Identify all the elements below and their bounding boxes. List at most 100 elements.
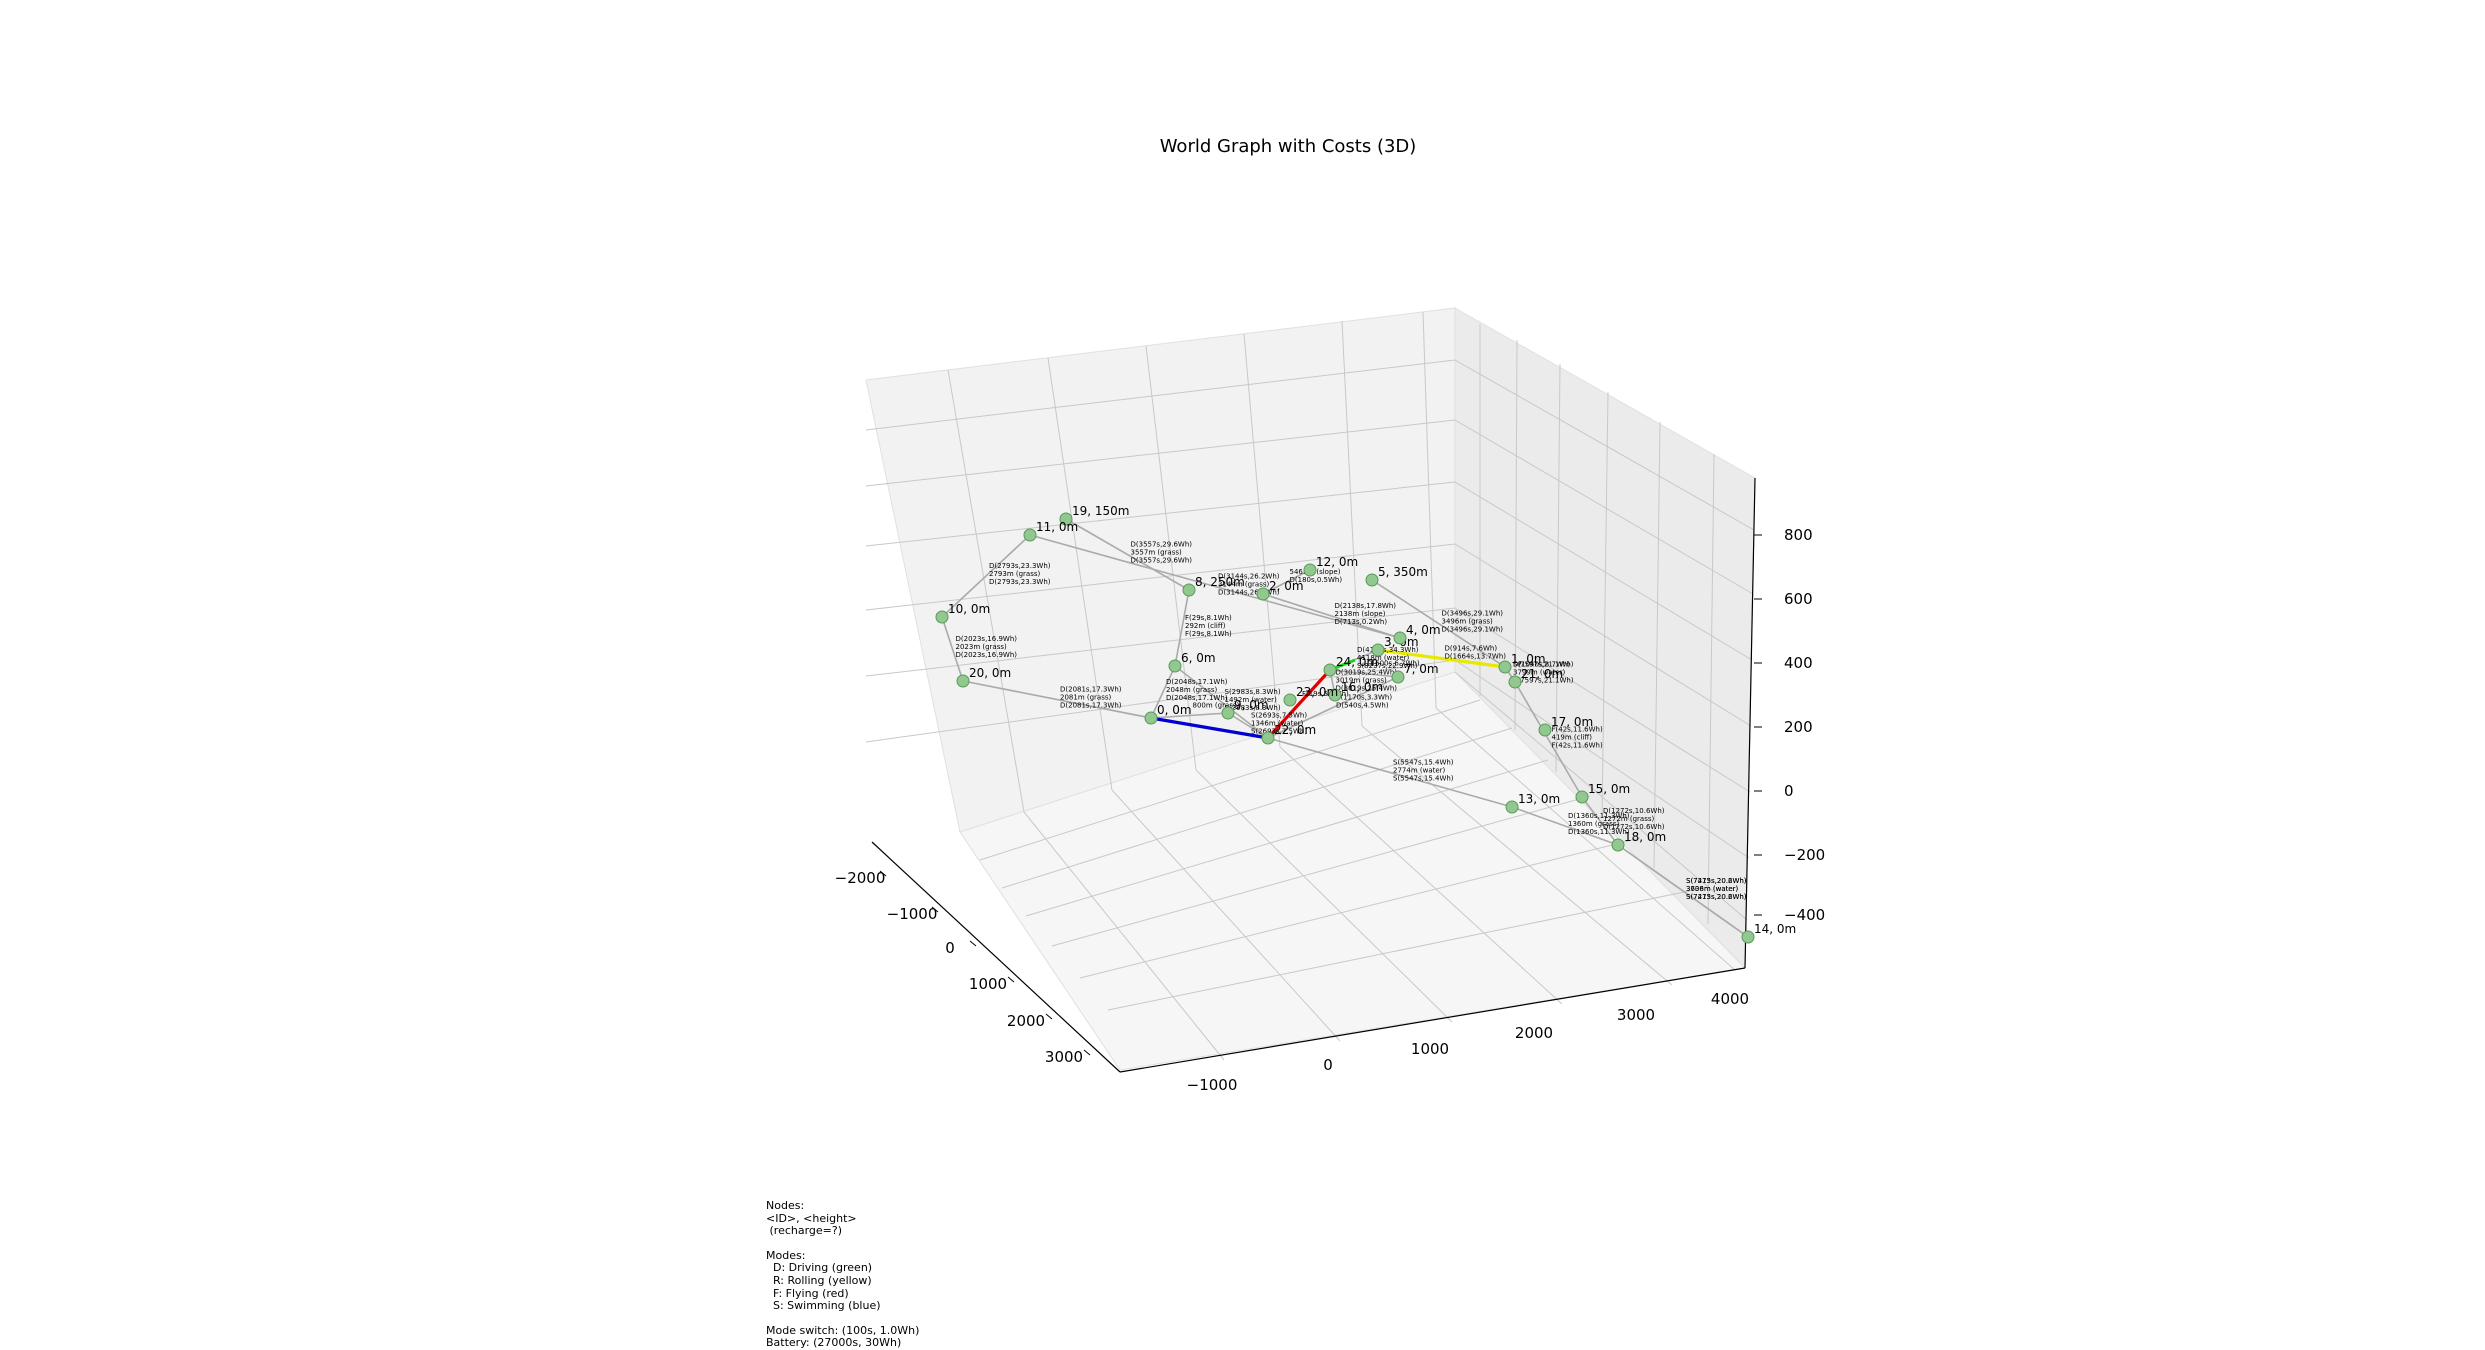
- edge-cost-line: D(1664s,13.7Wh): [1445, 653, 1507, 661]
- node-label: 2, 0m: [1269, 579, 1304, 593]
- edge-cost-line: S(8237s,22.9Wh): [1357, 662, 1418, 670]
- node-marker: [935, 610, 949, 624]
- edge-cost-line: D(2023s,16.9Wh): [956, 635, 1018, 643]
- edge-cost-line: S(7597s,21.1Wh): [1513, 677, 1574, 685]
- grid-line: [1361, 725, 1673, 986]
- edge-line: [1267, 676, 1399, 739]
- edge-cost-line: S(2693s,7.5Wh): [1251, 712, 1307, 720]
- node-label: 4, 0m: [1406, 623, 1441, 637]
- grid-line: [979, 699, 1481, 861]
- grid-line: [1601, 391, 1609, 819]
- edge-cost-label: D(600s,6.7Wh): [1367, 660, 1420, 668]
- edge-cost-label: S(5547s,15.4Wh) 2774m (water) S(5547s,15.4…: [1393, 759, 1454, 783]
- node-marker: [956, 674, 970, 688]
- edge-cost-line: S(7597s,21.1Wh): [1513, 661, 1574, 669]
- edge-line: [941, 616, 964, 682]
- edge-cost-label: D(2793s,23.3Wh) 2793m (grass) D(2793s,23.3…: [989, 562, 1051, 586]
- edge-cost-line: F(42s,11.6Wh): [1552, 726, 1603, 734]
- node-label: 8, 250m: [1195, 575, 1245, 589]
- node-marker: [1261, 731, 1275, 745]
- grid-line: [1454, 543, 1752, 727]
- edge-cost-label: D(2023s,16.9Wh) 2023m (grass) D(2023s,16.9…: [956, 635, 1018, 659]
- edge-cost-line: D(2793s,23.3Wh): [989, 562, 1051, 570]
- edge-cost-line: D(3557s,29.6Wh): [1131, 557, 1193, 565]
- node-marker: [1498, 660, 1512, 674]
- z-axis-line: [1744, 477, 1756, 969]
- node-label: 23, 0m: [1296, 685, 1338, 699]
- edge-line: [1227, 712, 1269, 739]
- node-marker: [1611, 838, 1625, 852]
- grid-line: [865, 481, 1456, 547]
- edge-line: [1371, 579, 1506, 668]
- node-label: 20, 0m: [969, 666, 1011, 680]
- edge-cost-line: F(29s,8.1Wh): [1185, 614, 1232, 622]
- edge-cost-line: D(3144s,26.2Wh): [1218, 589, 1280, 597]
- edge-cost-line: 3144m (grass): [1218, 581, 1269, 589]
- edge-cost-line: D(1040s,8.7Wh): [1513, 661, 1570, 669]
- edge-cost-line: D(3144s,26.2Wh): [1218, 573, 1280, 581]
- node-marker: [1323, 663, 1337, 677]
- edge-line: [1262, 569, 1311, 595]
- edge-cost-line: S(7415s,20.6Wh): [1686, 877, 1747, 885]
- node-marker: [1371, 643, 1385, 657]
- edge-cost-line: 3636m (water): [1686, 885, 1739, 893]
- edge-cost-line: D(180s,0.5Wh): [1290, 576, 1343, 584]
- node-marker: [1741, 930, 1755, 944]
- grid-line: [1243, 333, 1281, 748]
- edge-cost-line: D(1272s,10.6Wh): [1603, 807, 1665, 815]
- edge-cost-label: D(3019s,25.4Wh) 3019m (grass) D(3019s,25.4…: [1336, 669, 1398, 693]
- x-tick-label: −1000: [887, 905, 938, 923]
- edge-cost-line: 3496m (grass): [1442, 618, 1493, 626]
- grid-line: [1025, 759, 1549, 917]
- axis-lines: [871, 477, 1756, 1073]
- z-tick-label: 400: [1784, 654, 1813, 672]
- edge-line: [1150, 665, 1176, 719]
- edge-cost-label: D(1040s,8.7Wh): [1513, 661, 1570, 669]
- node-label: 22, 0m: [1274, 723, 1316, 737]
- edge-cost-line: D(3496s,29.1Wh): [1442, 626, 1504, 634]
- edge-cost-line: 292m (cliff): [1185, 622, 1226, 630]
- edge-cost-line: D(3019s,25.4Wh): [1336, 685, 1398, 693]
- node-label: 15, 0m: [1588, 782, 1630, 796]
- edge-line: [1266, 668, 1332, 740]
- edge-cost-line: D(3557s,29.6Wh): [1131, 541, 1193, 549]
- node-marker: [1391, 670, 1405, 684]
- edge-cost-line: S(5547s,15.4Wh): [1393, 759, 1454, 767]
- grid-line: [1454, 419, 1754, 595]
- x-tick-mark: [1083, 1049, 1091, 1056]
- edge-cost-line: D(3019s,25.4Wh): [1336, 669, 1398, 677]
- edge-cost-line: S(7273s,20.2Wh): [1686, 877, 1747, 885]
- edge-labels: D(2793s,23.3Wh) 2793m (grass) D(2793s,23.3…: [956, 541, 1747, 902]
- edge-cost-label: S(7597s,21.1Wh) 3799m (water) S(7597s,21.1…: [1513, 661, 1574, 685]
- x-tick-label: 3000: [1045, 1048, 1083, 1066]
- edge-cost-line: 3019m (grass): [1336, 677, 1387, 685]
- graph-nodes: 19, 150m 11, 0m 10, 0m 20, 0m 8, 250m 2, 0m 12…: [935, 504, 1796, 944]
- edge-cost-line: 2023m (grass): [956, 643, 1007, 651]
- edge-line: [1150, 716, 1269, 740]
- edge-cost-line: 2774m (water): [1393, 767, 1446, 775]
- edge-cost-line: D(1272s,10.6Wh): [1603, 823, 1665, 831]
- edge-cost-line: 1346m (water): [1251, 720, 1304, 728]
- node-marker: [1328, 688, 1342, 702]
- node-label: 16, 0m: [1341, 680, 1383, 694]
- legend-line: (recharge=?): [766, 1224, 843, 1238]
- edge-line: [1329, 669, 1399, 678]
- grid-line: [1023, 811, 1225, 1061]
- edge-cost-line: D(3496s,29.1Wh): [1442, 610, 1504, 618]
- node-marker: [1505, 800, 1519, 814]
- node-marker: [1303, 563, 1317, 577]
- node-label: 11, 0m: [1036, 520, 1078, 534]
- edge-cost-line: 2081m (grass): [1060, 694, 1111, 702]
- grid-line: [1079, 837, 1641, 979]
- edge-cost-label: S(2693s,7.5Wh) 1346m (water) S(2693s,7.5Wh…: [1251, 712, 1307, 736]
- edge-cost-label: D(3144s,26.2Wh) 3144m (grass) D(3144s,26.2…: [1218, 573, 1280, 597]
- grid-line: [1454, 481, 1753, 661]
- edge-cost-line: F(42s,11.6Wh): [1552, 742, 1603, 750]
- x-tick-mark: [879, 870, 887, 877]
- edge-cost-label: F(19s,5.2Wh): [1302, 690, 1349, 698]
- legend-line: <ID>, <height>: [766, 1211, 857, 1225]
- edge-line: [1511, 806, 1619, 846]
- edge-cost-line: 3708m (water): [1686, 885, 1739, 893]
- x-tick-label: 1000: [969, 975, 1007, 993]
- node-label: 19, 150m: [1072, 504, 1130, 518]
